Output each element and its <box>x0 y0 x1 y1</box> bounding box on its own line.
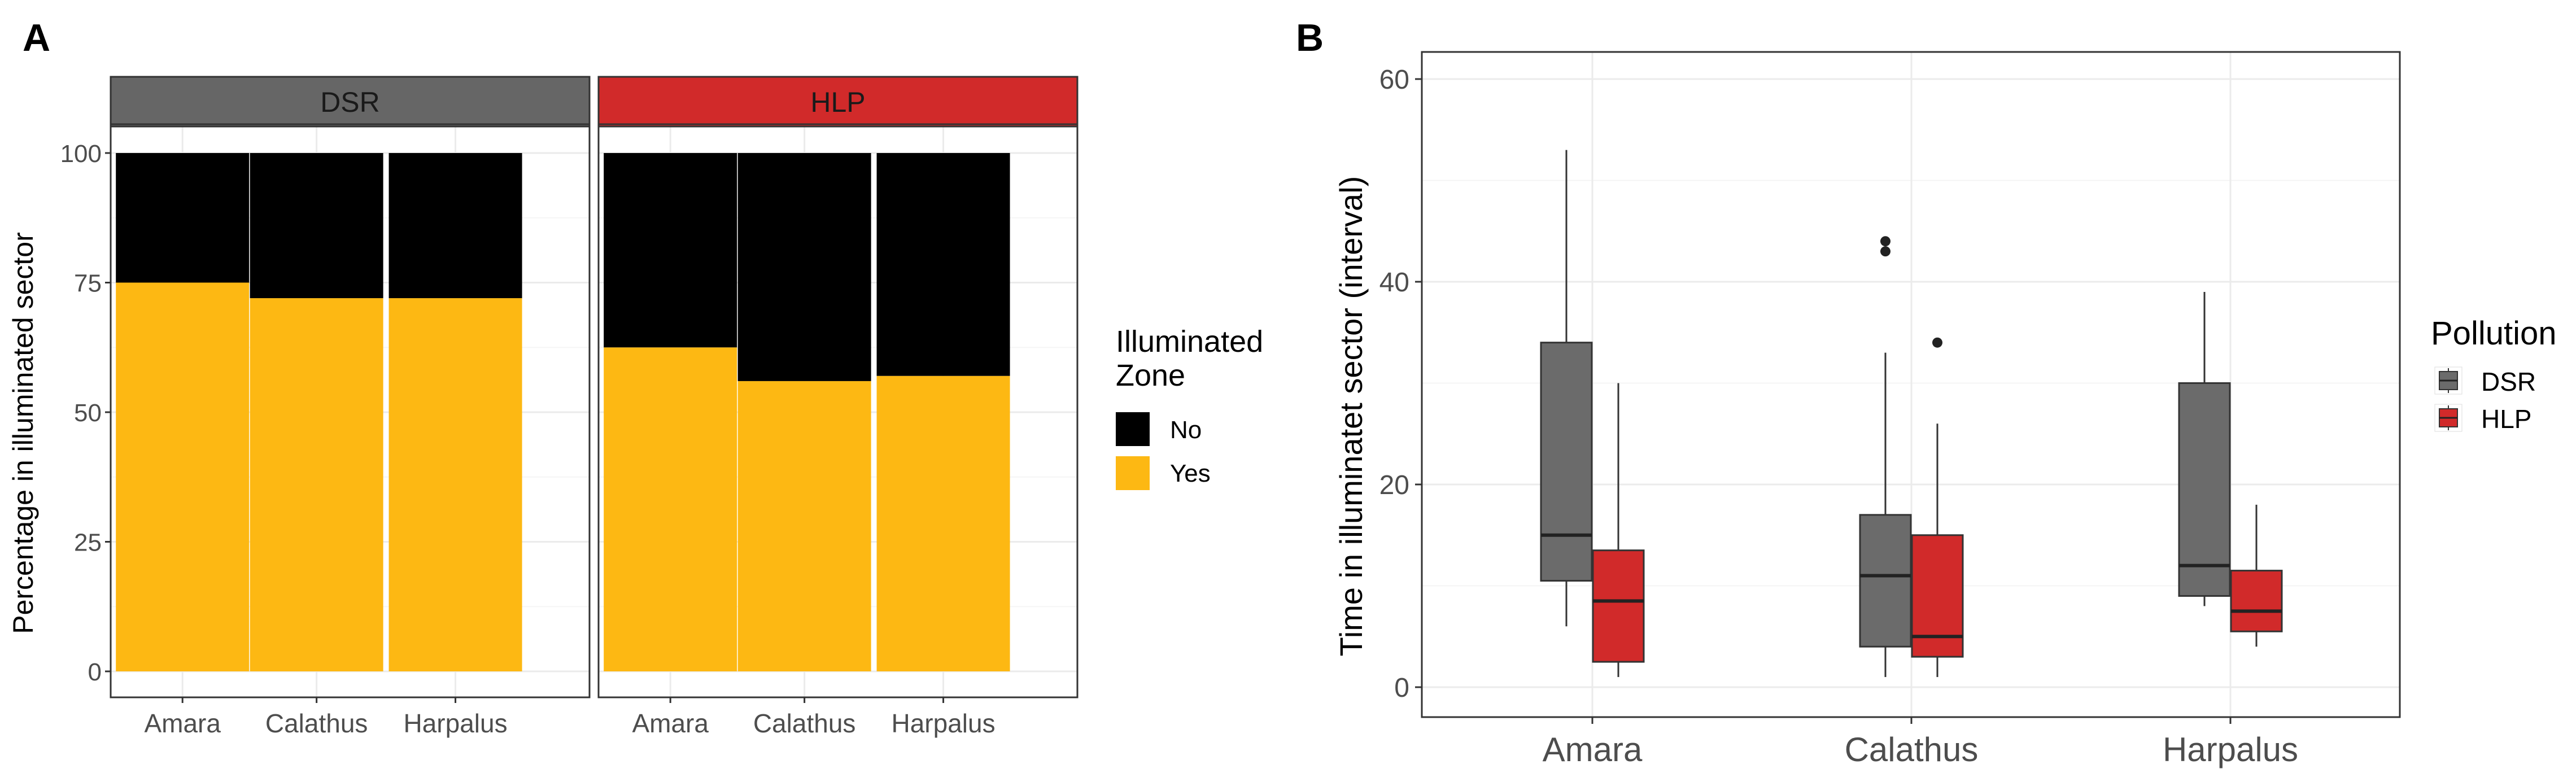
legend-label-yes: Yes <box>1170 460 1211 487</box>
legend-key-yes <box>1116 456 1150 490</box>
box-hlp-amara <box>1592 549 1645 663</box>
bar-dsr-harpalus-no <box>388 153 522 299</box>
x-tick-label-calathus: Calathus <box>1845 731 1979 768</box>
bar-dsr-amara-yes <box>116 282 250 671</box>
y-tick-label-50: 50 <box>74 399 102 427</box>
outlier-point-hlp-calathus-0 <box>1932 337 1942 348</box>
facet-strip-dsr <box>110 76 591 128</box>
y-tick-label-75: 75 <box>74 270 102 298</box>
panel-b-y-axis-title: Time in illuminatet sector (interval) <box>1333 176 1369 657</box>
x-tick-label-dsr-harpalus: Harpalus <box>404 709 508 738</box>
legend-label-dsr: DSR <box>2481 367 2536 396</box>
panel-a-label: A <box>23 16 50 59</box>
panel-a-legend: Illuminated Zone No Yes <box>1116 325 1263 490</box>
box-hlp-harpalus <box>2230 570 2283 632</box>
panel-a-plot-area: DSR Amara Calathus Harpalus HLP Amara Calathus… <box>60 76 1079 738</box>
panel-b-plot-area: 0 20 40 60 Amara Calathus Harpalus <box>1379 51 2401 768</box>
y-tick-label-60: 60 <box>1379 65 1409 95</box>
y-tick-label-0: 0 <box>88 658 102 686</box>
x-tick-label-amara: Amara <box>1543 731 1643 768</box>
bar-hlp-harpalus-yes <box>876 375 1010 671</box>
bar-dsr-amara-no <box>116 153 250 283</box>
x-tick-label-hlp-harpalus: Harpalus <box>892 709 996 738</box>
panel-b-legend: Pollution DSR HLP <box>2431 315 2556 434</box>
y-tick-label-100: 100 <box>60 140 102 168</box>
facet-strip-hlp <box>597 76 1079 128</box>
legend-key-dsr <box>2434 366 2463 395</box>
box-hlp-calathus <box>1911 534 1964 658</box>
outlier-point-dsr-calathus-1 <box>1880 236 1890 247</box>
outlier-point-dsr-calathus-0 <box>1880 246 1890 257</box>
bar-hlp-calathus-no <box>737 153 871 381</box>
facet-panel-border-dsr <box>110 123 591 698</box>
facet-label-hlp: HLP <box>810 86 865 118</box>
panel-a-chart: DSR Amara Calathus Harpalus HLP Amara Calathus… <box>7 76 1263 738</box>
facet-panel-border-hlp <box>597 123 1079 698</box>
panel-a-y-axis-title: Percentage in illuminated sector <box>7 232 39 634</box>
panel-b-legend-title: Pollution <box>2431 315 2556 352</box>
x-tick-label-dsr-amara: Amara <box>144 709 221 738</box>
panel-a-legend-title-line1: Illuminated <box>1116 325 1263 359</box>
bar-dsr-calathus-yes <box>250 298 383 671</box>
box-dsr-calathus <box>1859 514 1912 648</box>
bar-dsr-calathus-no <box>250 153 383 299</box>
panel-b-label: B <box>1296 16 1324 59</box>
panel-b-chart: 0 20 40 60 Amara Calathus Harpalus Time in ill… <box>1333 51 2556 768</box>
bar-hlp-harpalus-no <box>876 153 1010 376</box>
bar-hlp-amara-yes <box>604 347 737 671</box>
bar-hlp-calathus-yes <box>737 381 871 671</box>
bar-hlp-amara-no <box>604 153 737 348</box>
y-tick-label-40: 40 <box>1379 268 1409 298</box>
y-tick-label-0: 0 <box>1394 673 1409 703</box>
y-tick-label-25: 25 <box>74 529 102 557</box>
facet-label-dsr: DSR <box>320 86 380 118</box>
box-dsr-harpalus <box>2178 382 2231 597</box>
x-tick-label-hlp-amara: Amara <box>632 709 709 738</box>
legend-label-no: No <box>1170 416 1202 444</box>
bar-dsr-harpalus-yes <box>388 298 522 671</box>
x-tick-label-dsr-calathus: Calathus <box>265 709 368 738</box>
legend-label-hlp: HLP <box>2481 404 2531 434</box>
legend-key-no <box>1116 412 1150 446</box>
panel-a-legend-title-line2: Zone <box>1116 359 1185 392</box>
x-tick-label-hlp-calathus: Calathus <box>753 709 856 738</box>
box-dsr-amara <box>1540 342 1593 582</box>
legend-key-hlp <box>2434 404 2463 432</box>
x-tick-label-harpalus: Harpalus <box>2163 731 2298 768</box>
y-tick-label-20: 20 <box>1379 470 1409 500</box>
